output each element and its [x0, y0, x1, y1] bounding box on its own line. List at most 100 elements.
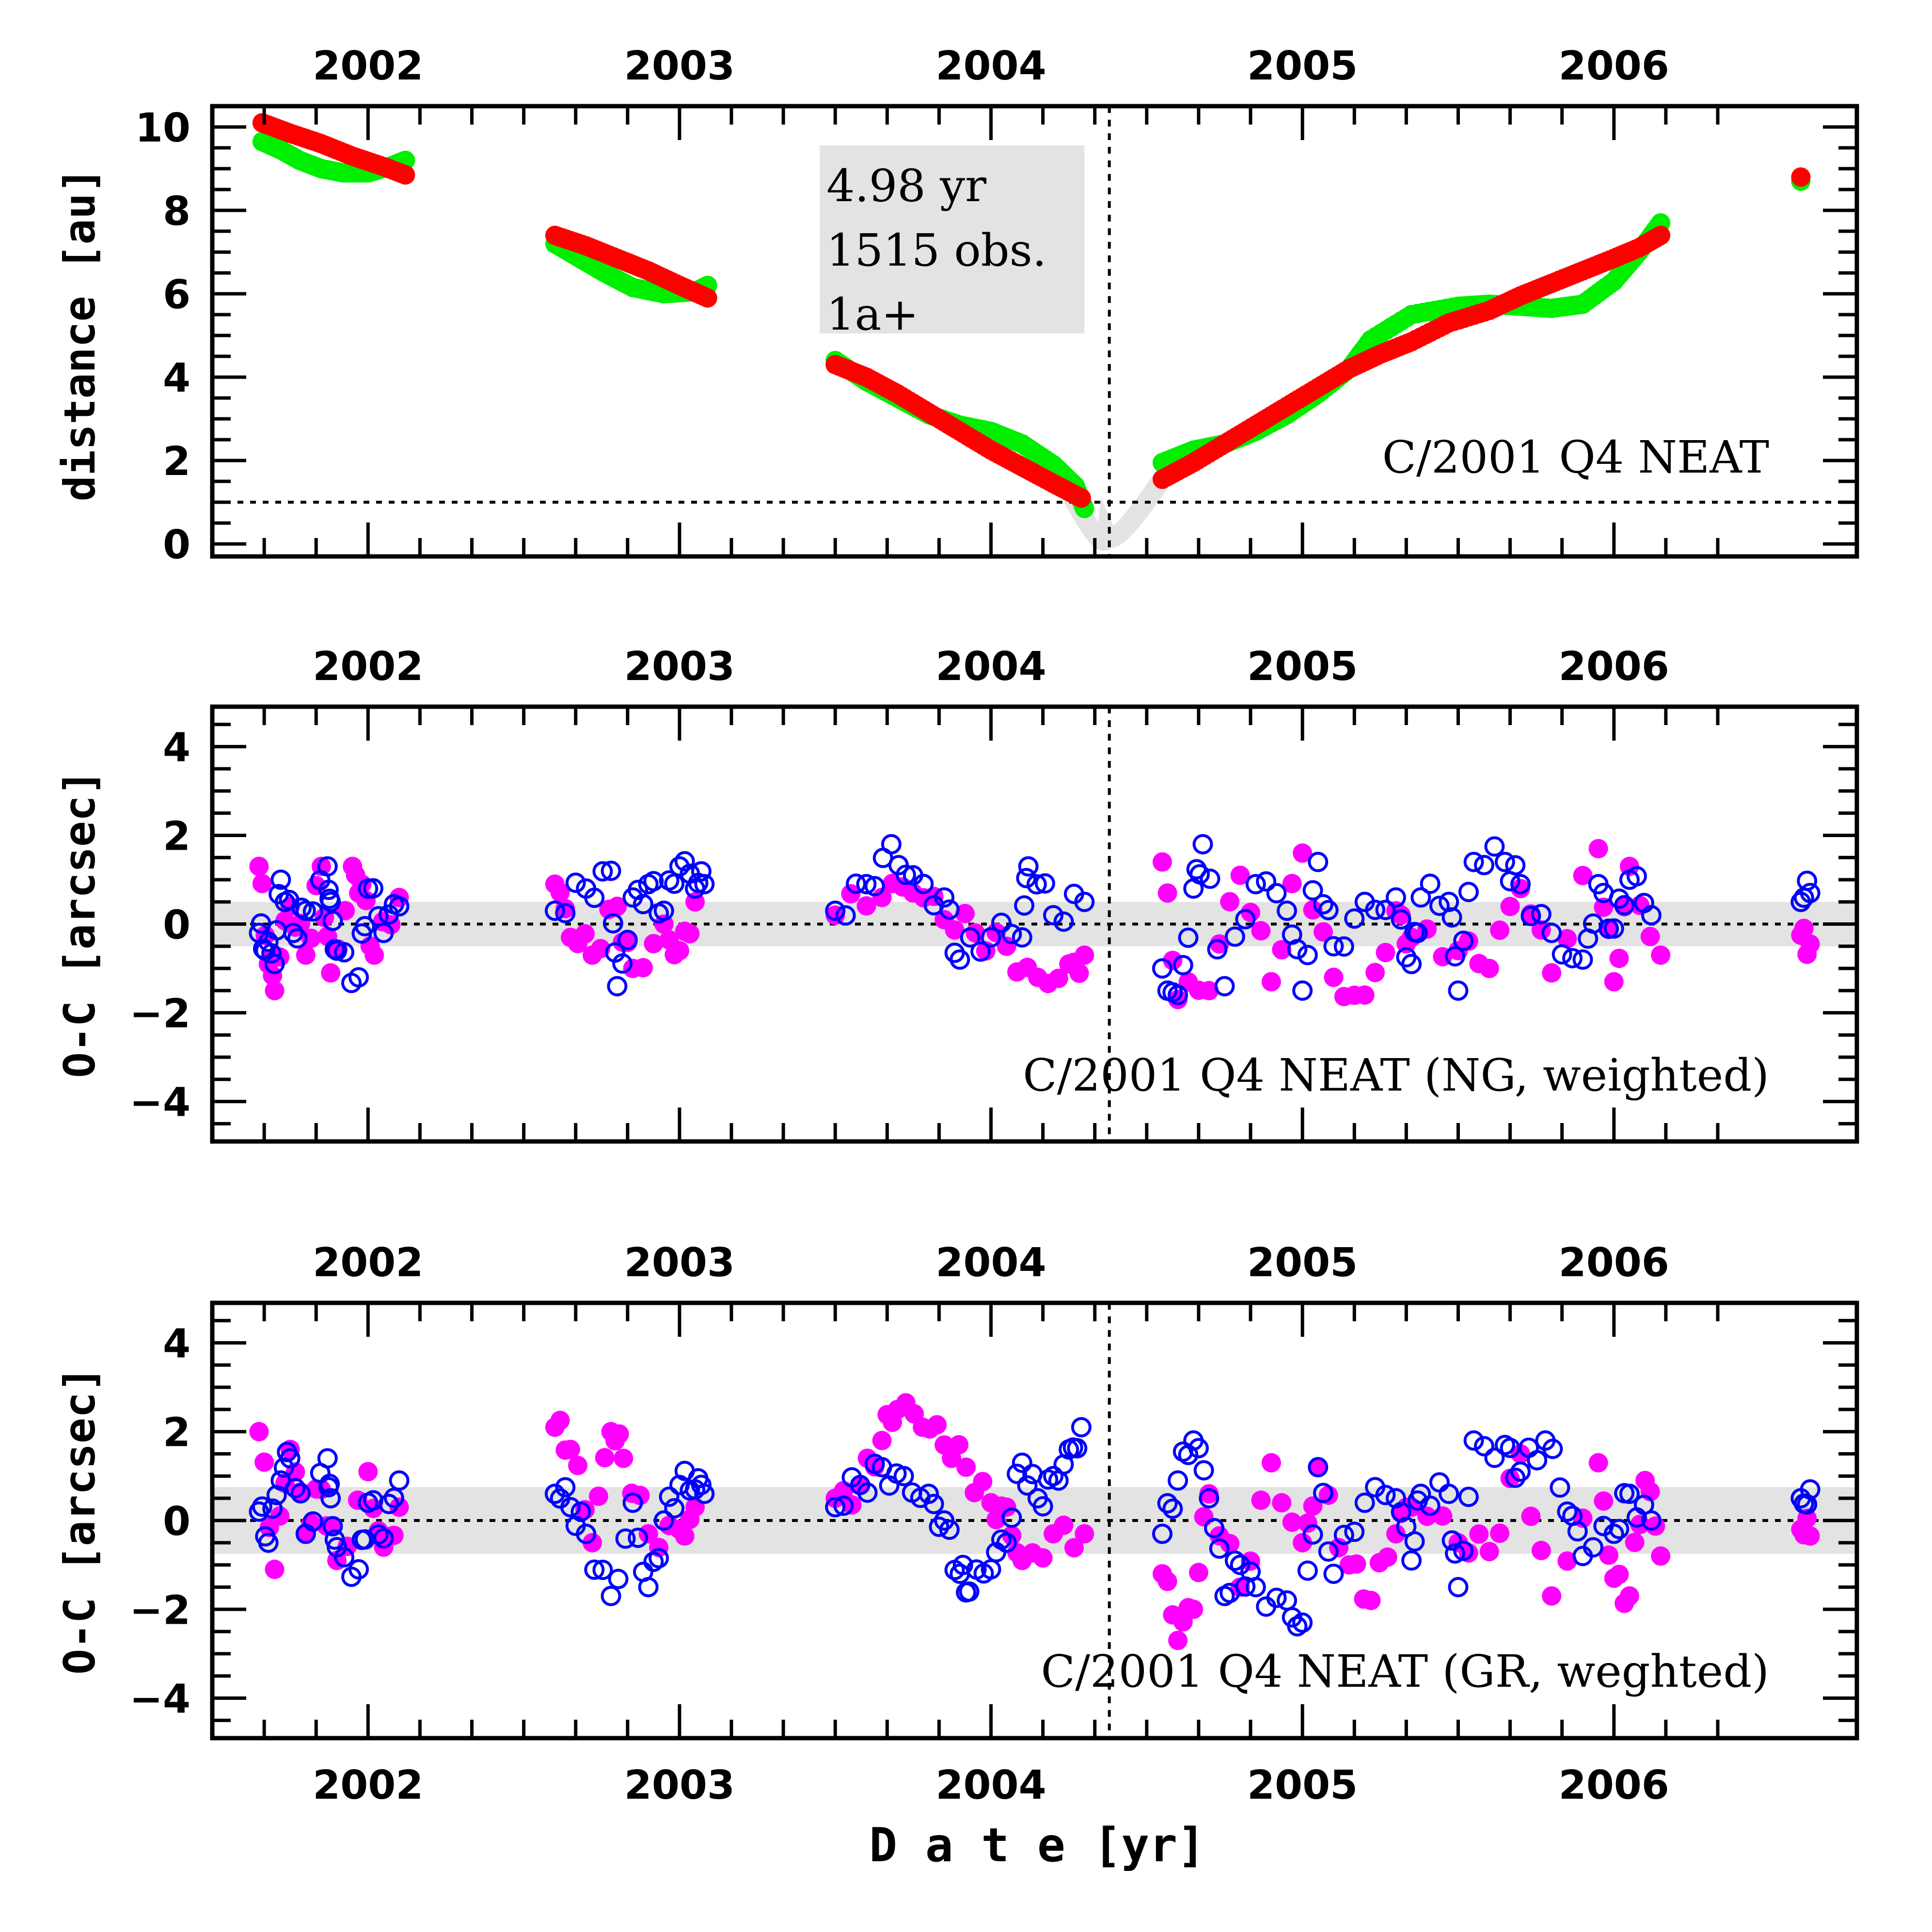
- y-tick-label: −2: [129, 991, 190, 1037]
- data-point: [363, 878, 384, 899]
- data-point: [265, 981, 285, 1000]
- data-point: [1178, 927, 1199, 948]
- data-point: [923, 1493, 944, 1514]
- data-point: [249, 856, 269, 876]
- data-point: [1308, 1457, 1328, 1477]
- data-point: [856, 896, 876, 916]
- data-point: [825, 901, 846, 921]
- data-point: [1531, 903, 1552, 924]
- data-point: [1469, 1524, 1489, 1544]
- plot-frame: [210, 104, 1859, 559]
- data-point: [1594, 897, 1614, 917]
- data-point: [575, 924, 595, 944]
- data-point: [317, 856, 338, 877]
- data-point: [833, 1495, 854, 1516]
- data-point: [1157, 1493, 1178, 1514]
- data-point: [1032, 1496, 1053, 1517]
- data-point: [1230, 865, 1250, 885]
- info-box: [820, 145, 1085, 333]
- y-tick-label: −4: [129, 1080, 190, 1126]
- series-1: [249, 834, 1821, 1005]
- data-point: [1479, 959, 1499, 979]
- data-point: [1292, 1612, 1313, 1633]
- info-box-line-2: 1515 obs.: [826, 224, 1046, 276]
- data-point: [1001, 924, 1022, 945]
- data-point: [1313, 894, 1333, 915]
- data-point: [1168, 984, 1188, 1005]
- data-point: [1282, 873, 1302, 893]
- data-point: [1609, 949, 1629, 968]
- data-point: [1404, 1531, 1425, 1552]
- data-point: [955, 903, 975, 923]
- data-point: [295, 901, 316, 921]
- y-tick-label: 6: [163, 272, 190, 318]
- data-point: [1192, 834, 1213, 855]
- data-point: [1542, 963, 1562, 983]
- data-point: [1527, 1450, 1548, 1471]
- data-point: [1378, 1547, 1397, 1567]
- data-point: [649, 1548, 669, 1568]
- data-point: [1313, 922, 1333, 942]
- data-point: [612, 953, 633, 974]
- x-tick-label: 2002: [313, 43, 423, 89]
- data-point: [638, 1577, 659, 1598]
- data-point: [1224, 1550, 1245, 1571]
- data-point: [927, 1415, 947, 1435]
- data-point: [389, 896, 410, 917]
- data-point: [1479, 1542, 1499, 1562]
- data-point: [1007, 1463, 1028, 1484]
- data-point: [1410, 887, 1431, 908]
- data-point: [1152, 852, 1172, 872]
- data-point: [1053, 911, 1074, 932]
- data-point: [1287, 939, 1308, 960]
- data-point: [1391, 905, 1411, 925]
- data-point: [1168, 1470, 1188, 1491]
- data-point: [1026, 874, 1047, 895]
- data-point: [1531, 1540, 1551, 1560]
- data-point: [1510, 1444, 1530, 1464]
- data-point: [850, 1475, 870, 1495]
- data-point: [1043, 905, 1064, 926]
- data-point: [939, 1519, 960, 1540]
- data-point: [1505, 1467, 1526, 1488]
- y-tick-label: 4: [163, 1321, 190, 1367]
- data-point: [592, 861, 613, 882]
- data-point: [1448, 1577, 1469, 1598]
- data-point: [1346, 1554, 1366, 1574]
- data-point: [630, 1486, 650, 1505]
- y-tick-label: 0: [163, 522, 190, 568]
- data-point: [1562, 948, 1583, 968]
- data-point: [302, 1511, 323, 1532]
- data-point: [1603, 1523, 1624, 1544]
- data-point: [1603, 918, 1624, 939]
- data-point: [872, 1431, 892, 1451]
- data-point: [857, 1482, 878, 1503]
- data-point: [691, 1474, 712, 1495]
- data-point: [1064, 1538, 1084, 1558]
- data-point: [1619, 1484, 1640, 1504]
- data-point: [1075, 1524, 1094, 1544]
- data-point: [291, 897, 312, 918]
- data-point: [1604, 972, 1624, 992]
- data-point: [1277, 901, 1298, 921]
- x-tick-label: 2005: [1247, 43, 1358, 89]
- y-tick-label: −4: [129, 1677, 190, 1723]
- data-point: [691, 861, 712, 882]
- data-point: [1542, 1439, 1563, 1459]
- data-point: [872, 887, 892, 907]
- data-point: [1168, 1631, 1188, 1650]
- data-point: [674, 851, 695, 871]
- data-point: [555, 1477, 576, 1498]
- data-point: [1074, 891, 1095, 912]
- data-point: [607, 896, 627, 916]
- data-point: [1172, 955, 1193, 976]
- data-point: [270, 1506, 290, 1526]
- data-point: [1619, 1586, 1639, 1606]
- data-point: [1651, 945, 1671, 965]
- data-point: [952, 1554, 973, 1575]
- data-point: [561, 1440, 581, 1459]
- data-point: [1318, 900, 1339, 920]
- data-point: [1490, 920, 1510, 940]
- data-point: [1012, 927, 1032, 948]
